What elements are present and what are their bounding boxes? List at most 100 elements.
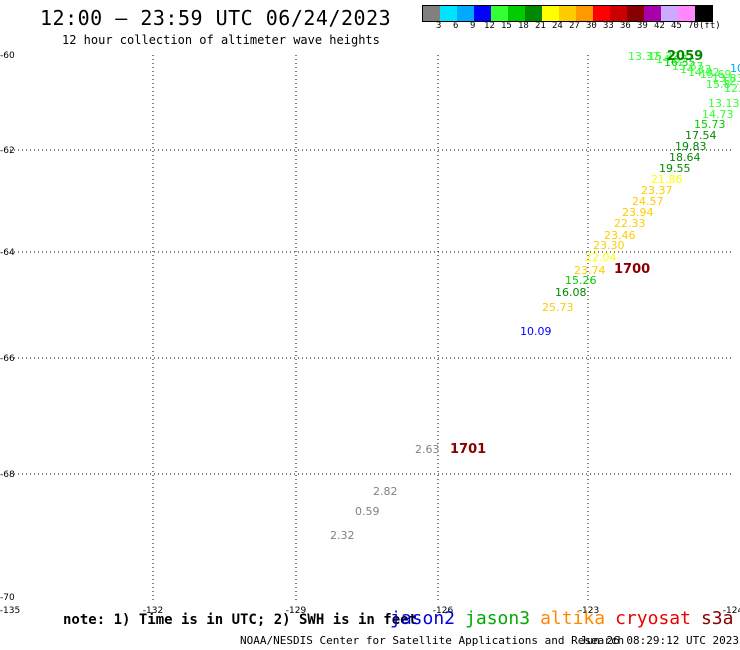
wave-height-label: 13.37 bbox=[628, 50, 660, 63]
wave-height-label: 23.46 bbox=[604, 229, 636, 242]
wave-height-label: 15.73 bbox=[694, 118, 726, 131]
wave-height-label: 14.02 bbox=[688, 66, 720, 79]
wave-height-label: 15.26 bbox=[565, 274, 597, 287]
units-note: note: 1) Time is in UTC; 2) SWH is in fe… bbox=[63, 612, 418, 628]
wave-height-label: 10.09 bbox=[520, 325, 552, 338]
satellite-legend: jason2 jason3 altika cryosat s3a bbox=[390, 608, 740, 629]
legend-label: 36 bbox=[620, 21, 631, 31]
map-grid bbox=[10, 55, 733, 600]
wave-height-label: 25.73 bbox=[542, 301, 574, 314]
wave-height-label: 15.69 bbox=[700, 68, 732, 81]
wave-height-color-legend bbox=[422, 5, 713, 22]
legend-swatch bbox=[508, 6, 525, 21]
legend-swatch bbox=[440, 6, 457, 21]
legend-swatch bbox=[491, 6, 508, 21]
wave-height-label: 23.94 bbox=[622, 206, 654, 219]
legend-swatch bbox=[644, 6, 661, 21]
legend-label: 3 bbox=[436, 21, 442, 31]
satellite-altika: altika bbox=[540, 608, 606, 629]
wave-height-label: 17.54 bbox=[685, 129, 717, 142]
legend-swatch bbox=[593, 6, 610, 21]
footer-timestamp: Jun 26 08:29:12 UTC 2023 bbox=[580, 634, 739, 647]
legend-label: 18 bbox=[518, 21, 529, 31]
legend-swatch bbox=[559, 6, 576, 21]
legend-swatch bbox=[627, 6, 644, 21]
y-tick-label: -62 bbox=[0, 146, 15, 156]
satellite-jason3: jason3 bbox=[465, 608, 531, 629]
satellite-jason2: jason2 bbox=[390, 608, 456, 629]
wave-height-label: 15.8 bbox=[706, 78, 731, 91]
y-tick-label: -60 bbox=[0, 51, 15, 61]
pass-time-label: 2059 bbox=[667, 49, 703, 64]
axis-labels: -135 -132 -129 -126 -123 -124 -60 -62 -64 -66 -68 -… bbox=[0, 51, 740, 616]
wave-height-label: 14.67 bbox=[656, 53, 688, 66]
wave-height-label: 0.59 bbox=[355, 505, 380, 518]
x-tick-label: -123 bbox=[579, 606, 599, 616]
legend-label: 15 bbox=[501, 21, 512, 31]
x-tick-label: -126 bbox=[433, 606, 454, 616]
legend-swatch bbox=[576, 6, 593, 21]
wave-height-label: 22.33 bbox=[614, 217, 646, 230]
x-tick-label: -124 bbox=[723, 606, 740, 616]
legend-label: (ft) bbox=[699, 21, 721, 31]
pass-time-label: 1700 bbox=[614, 262, 650, 277]
wave-height-label: 15.67 bbox=[672, 60, 704, 73]
wave-height-label: 12.7 bbox=[722, 75, 740, 88]
wave-height-label: 13.13 bbox=[708, 97, 740, 110]
legend-label: 70 bbox=[688, 21, 699, 31]
pass-time-label: 1701 bbox=[450, 442, 486, 457]
y-tick-label: -68 bbox=[0, 470, 15, 480]
wave-height-label: 18.64 bbox=[669, 151, 701, 164]
wave-height-label: 2.63 bbox=[415, 443, 440, 456]
legend-label: 30 bbox=[586, 21, 597, 31]
wave-height-label: 13.83 bbox=[712, 72, 740, 85]
legend-label: 9 bbox=[470, 21, 476, 31]
wave-height-label: 22.04 bbox=[585, 251, 617, 264]
legend-swatch bbox=[695, 6, 712, 21]
wave-height-label: 19.55 bbox=[659, 162, 691, 175]
legend-swatch bbox=[661, 6, 678, 21]
satellite-s3a: s3a bbox=[700, 608, 734, 629]
wave-height-label: 23.74 bbox=[574, 264, 606, 277]
legend-label: 27 bbox=[569, 21, 580, 31]
x-tick-label: -132 bbox=[143, 606, 163, 616]
wave-height-label: 2.82 bbox=[373, 485, 398, 498]
wave-height-label: 19.83 bbox=[675, 140, 707, 153]
satellite-cryosat: cryosat bbox=[615, 608, 691, 629]
wave-height-label: 14.73 bbox=[702, 108, 734, 121]
map-title: 12:00 – 23:59 UTC 06/24/2023 bbox=[40, 6, 392, 30]
legend-swatch bbox=[423, 6, 440, 21]
legend-swatch bbox=[525, 6, 542, 21]
legend-swatch bbox=[474, 6, 491, 21]
wave-height-label: 23.30 bbox=[593, 239, 625, 252]
y-tick-label: -64 bbox=[0, 248, 15, 258]
legend-swatch bbox=[678, 6, 695, 21]
wave-height-label: 10.5 bbox=[730, 62, 740, 75]
wave-height-label: 14.33 bbox=[680, 63, 712, 76]
legend-label: 42 bbox=[654, 21, 665, 31]
map-subtitle: 12 hour collection of altimeter wave hei… bbox=[62, 33, 380, 47]
wave-height-label: 15.22 bbox=[648, 50, 680, 63]
y-tick-label: -66 bbox=[0, 354, 15, 364]
legend-label: 24 bbox=[552, 21, 563, 31]
legend-label: 12 bbox=[484, 21, 495, 31]
footer-credit: NOAA/NESDIS Center for Satellite Applica… bbox=[240, 634, 625, 647]
legend-label: 6 bbox=[453, 21, 459, 31]
legend-label: 39 bbox=[637, 21, 648, 31]
wave-height-label: 24.57 bbox=[632, 195, 664, 208]
legend-swatch bbox=[542, 6, 559, 21]
wave-height-label: 16.08 bbox=[555, 286, 587, 299]
wave-height-label: 12.1 bbox=[724, 82, 740, 95]
wave-height-label: 21.86 bbox=[651, 173, 683, 186]
legend-label: 33 bbox=[603, 21, 614, 31]
legend-swatch bbox=[457, 6, 474, 21]
legend-label: 21 bbox=[535, 21, 546, 31]
x-tick-label: -129 bbox=[286, 606, 307, 616]
wave-height-label: 23.37 bbox=[641, 184, 673, 197]
wave-height-points: 15.2214.6716.3515.6714.3314.0215.6913.83… bbox=[330, 49, 740, 542]
legend-swatch bbox=[610, 6, 627, 21]
legend-label: 45 bbox=[671, 21, 682, 31]
wave-height-label: 16.35 bbox=[664, 56, 696, 69]
y-tick-label: -70 bbox=[0, 593, 15, 603]
